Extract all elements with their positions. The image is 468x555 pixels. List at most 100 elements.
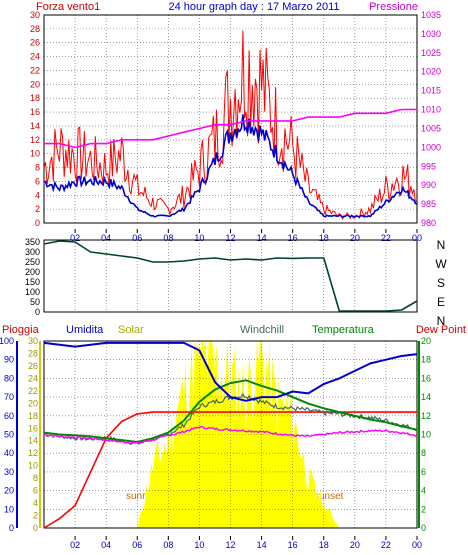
panel3-solar-tick-label: 28 [28, 348, 38, 358]
panel1-right-tick-label: 1010 [421, 105, 441, 115]
panel1-xtick-label: 04 [101, 233, 111, 243]
panel3-temp-tick-label: 14 [421, 392, 431, 402]
sunrise-label: sunrise [126, 491, 159, 502]
panel1-right-tick-label: 990 [421, 180, 436, 190]
panel2-left-tick-label: 0 [35, 307, 40, 317]
panel3-solar-tick-label: 6 [33, 486, 38, 496]
panel1-xtick-label: 06 [132, 233, 142, 243]
panel3-temp-tick-label: 12 [421, 411, 431, 421]
panel1-right-tick-label: 1020 [421, 67, 441, 77]
panel1-left-tick-label: 4 [35, 190, 40, 200]
panel3-solar-tick-label: 14 [28, 436, 38, 446]
panel3-solar-tick-label: 0 [33, 523, 38, 533]
panel1-left-tick-label: 0 [35, 218, 40, 228]
legend-dew-point: Dew Point [416, 324, 466, 336]
panel1-left-tick-label: 26 [30, 38, 40, 48]
panel1-xtick-label: 10 [194, 233, 204, 243]
panel1-right-tick-label: 1035 [421, 10, 441, 20]
panel1-left-tick-label: 10 [30, 149, 40, 159]
panel1-xtick-label: 02 [70, 233, 80, 243]
panel1-left-tick-label: 2 [35, 204, 40, 214]
panel3-xtick-label: 22 [381, 540, 391, 550]
pressure-series-line [44, 108, 417, 149]
panel1-right-tick-label: 1030 [421, 29, 441, 39]
panel3-temp-tick-label: 6 [421, 467, 426, 477]
panel1-right-axis-title: Pressione [369, 1, 418, 13]
panel3-xtick-label: 20 [350, 540, 360, 550]
graph-title: 24 hour graph day : 17 Marzo 2011 [168, 1, 339, 13]
panel3-solar-tick-label: 16 [28, 423, 38, 433]
panel2-left-tick-label: 100 [25, 287, 40, 297]
panel2-compass-label: N [437, 238, 446, 252]
panel1-left-tick-label: 22 [30, 65, 40, 75]
panel2-frame [43, 239, 418, 313]
panel2-compass-label: S [437, 276, 445, 290]
panel1-left-tick-label: 8 [35, 163, 40, 173]
panel3-temp-tick-label: 10 [421, 430, 431, 440]
panel3-xtick-label: 04 [101, 540, 111, 550]
panel2-compass-label: E [437, 295, 445, 309]
panel1-left-tick-label: 20 [30, 79, 40, 89]
panel3-solar-tick-label: 4 [33, 498, 38, 508]
panel1-xtick-label: 08 [163, 233, 173, 243]
legend-umidita: Umidita [66, 324, 104, 336]
panel2-left-tick-label: 200 [25, 267, 40, 277]
panel3-temp-tick-label: 16 [421, 373, 431, 383]
panel3-humidity-tick-label: 30 [4, 467, 14, 477]
panel1-xtick-label: 20 [350, 233, 360, 243]
legend-windchill: Windchill [240, 324, 284, 336]
panel3-temp-tick-label: 20 [421, 336, 431, 346]
panel2-left-tick-label: 300 [25, 247, 40, 257]
panel3-solar-tick-label: 20 [28, 398, 38, 408]
panel2-compass-label: N [437, 314, 446, 328]
panel3-humidity-tick-label: 70 [4, 392, 14, 402]
panel3-xtick-label: 00 [412, 540, 422, 550]
wind-direction-series-line [43, 240, 418, 312]
panel3-humidity-tick-label: 50 [4, 430, 14, 440]
panel3-xtick-label: 10 [194, 540, 204, 550]
panel1-left-axis-title: Forza vento1 [36, 1, 100, 13]
panel1-xtick-label: 22 [381, 233, 391, 243]
panel3-humidity-tick-label: 10 [4, 504, 14, 514]
panel3-temp-tick-label: 18 [421, 355, 431, 365]
panel3-xtick-label: 16 [288, 540, 298, 550]
panel3-solar-tick-label: 10 [28, 461, 38, 471]
panel1-left-tick-label: 30 [30, 10, 40, 20]
legend-pioggia: Pioggia [2, 324, 40, 336]
dewpoint-series-line [43, 425, 418, 445]
panel3-humidity-tick-label: 100 [0, 336, 14, 346]
panel3-solar-tick-label: 24 [28, 373, 38, 383]
panel1-right-tick-label: 1025 [421, 48, 441, 58]
panel3-temp-tick-label: 4 [421, 486, 426, 496]
panel3-solar-tick-label: 22 [28, 386, 38, 396]
humidity-series-line [43, 341, 418, 402]
panel1-right-tick-label: 980 [421, 218, 436, 228]
panel1-left-tick-label: 6 [35, 176, 40, 186]
panel3-solar-tick-label: 12 [28, 448, 38, 458]
panel3-solar-tick-label: 18 [28, 411, 38, 421]
panel3-humidity-tick-label: 80 [4, 373, 14, 383]
chart-marks: 0246810121416182022242628309809859909951… [0, 10, 447, 550]
panel1-frame [43, 14, 418, 224]
panel1-left-tick-label: 24 [30, 52, 40, 62]
panel2-compass-label: W [435, 257, 447, 271]
panel3-humidity-tick-label: 20 [4, 486, 14, 496]
panel3-solar-tick-label: 8 [33, 473, 38, 483]
panel1-xtick-label: 00 [412, 233, 422, 243]
panel3-temp-tick-label: 0 [421, 523, 426, 533]
panel1-left-tick-label: 12 [30, 135, 40, 145]
panel3-humidity-tick-label: 60 [4, 411, 14, 421]
panel3-xtick-label: 18 [319, 540, 329, 550]
panel1-right-tick-label: 995 [421, 161, 436, 171]
panel1-xtick-label: 12 [225, 233, 235, 243]
panel3-xtick-label: 14 [257, 540, 267, 550]
panel1-xtick-label: 16 [288, 233, 298, 243]
panel1-right-tick-label: 1005 [421, 123, 441, 133]
panel1-right-tick-label: 1000 [421, 142, 441, 152]
panel3-temp-tick-label: 8 [421, 448, 426, 458]
panel1-left-tick-label: 18 [30, 93, 40, 103]
legend-temperatura: Temperatura [312, 324, 375, 336]
panel3-temp-tick-label: 2 [421, 504, 426, 514]
